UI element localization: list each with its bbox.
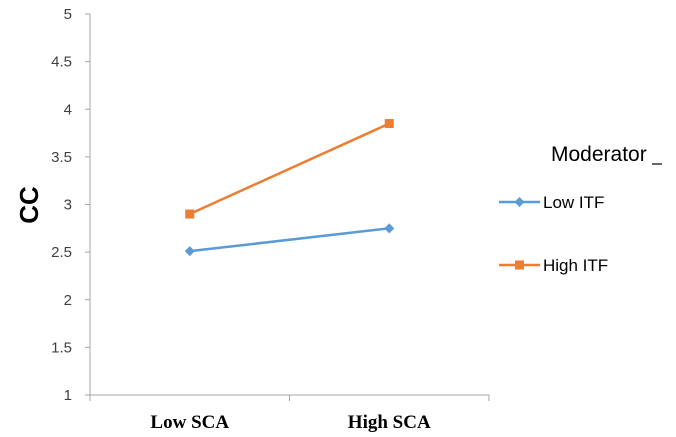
series-line: [189, 122, 390, 216]
legend-title: Moderator: [551, 143, 647, 166]
y-tick-label: 3.5: [51, 149, 72, 166]
series-group: [184, 119, 395, 257]
legend-swatch-marker: [515, 260, 524, 270]
legend-entries: Low ITF High ITF: [499, 193, 608, 275]
x-category-label: High SCA: [348, 412, 431, 433]
data-point: [384, 223, 395, 234]
legend-entry: Low ITF: [499, 193, 604, 212]
legend-label: Low ITF: [543, 193, 604, 212]
series-line: [189, 227, 390, 253]
series-0: [184, 223, 395, 257]
x-tick-group: Low SCA High SCA: [89, 395, 490, 433]
data-point: [184, 246, 195, 257]
y-tick-label: 2.5: [51, 244, 72, 261]
y-tick-label: 2: [64, 292, 72, 309]
y-tick-group: 1 1.5 2 2.5 3 3.5 4 4.5 5: [51, 6, 90, 404]
data-point: [185, 209, 195, 219]
data-point: [384, 119, 394, 129]
y-tick-label: 1: [64, 387, 72, 404]
legend: Moderator Low ITF High ITF: [499, 143, 662, 275]
y-tick-label: 1.5: [51, 339, 72, 356]
chart-axes: [89, 14, 489, 396]
y-tick-label: 4: [64, 101, 72, 118]
legend-entry: High ITF: [499, 256, 608, 275]
y-axis-title: CC: [14, 186, 44, 224]
y-tick-label: 3: [64, 197, 72, 214]
y-tick-label: 5: [64, 6, 72, 23]
x-category-label: Low SCA: [150, 412, 229, 433]
legend-label: High ITF: [543, 256, 608, 275]
y-tick-label: 4.5: [51, 54, 72, 71]
series-1: [185, 119, 394, 219]
legend-swatch-marker: [514, 197, 525, 207]
